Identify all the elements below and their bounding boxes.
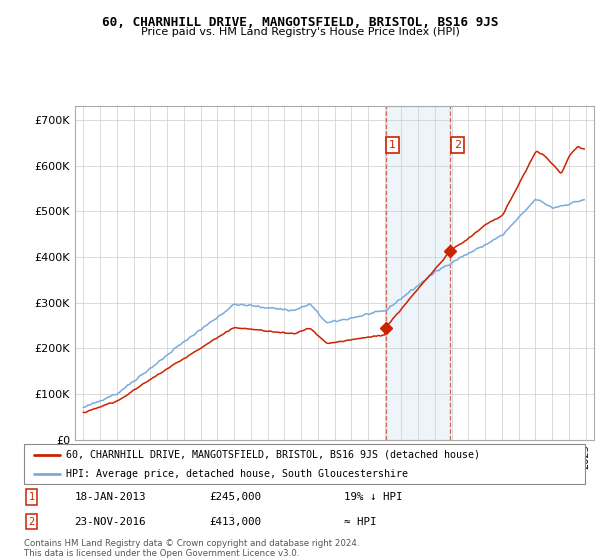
- Text: 1: 1: [28, 492, 35, 502]
- Text: 2: 2: [454, 140, 461, 150]
- FancyBboxPatch shape: [24, 444, 585, 484]
- Text: HPI: Average price, detached house, South Gloucestershire: HPI: Average price, detached house, Sout…: [66, 469, 408, 478]
- Text: ≈ HPI: ≈ HPI: [344, 517, 376, 526]
- Text: 19% ↓ HPI: 19% ↓ HPI: [344, 492, 402, 502]
- Text: 23-NOV-2016: 23-NOV-2016: [74, 517, 146, 526]
- Text: 60, CHARNHILL DRIVE, MANGOTSFIELD, BRISTOL, BS16 9JS: 60, CHARNHILL DRIVE, MANGOTSFIELD, BRIST…: [102, 16, 498, 29]
- Text: 2: 2: [28, 517, 35, 526]
- Bar: [386, 106, 451, 440]
- Text: £245,000: £245,000: [209, 492, 261, 502]
- Text: £413,000: £413,000: [209, 517, 261, 526]
- Text: 18-JAN-2013: 18-JAN-2013: [74, 492, 146, 502]
- Text: 60, CHARNHILL DRIVE, MANGOTSFIELD, BRISTOL, BS16 9JS (detached house): 60, CHARNHILL DRIVE, MANGOTSFIELD, BRIST…: [66, 450, 480, 460]
- Text: 1: 1: [389, 140, 396, 150]
- Text: Contains HM Land Registry data © Crown copyright and database right 2024.
This d: Contains HM Land Registry data © Crown c…: [24, 539, 359, 558]
- Text: Price paid vs. HM Land Registry's House Price Index (HPI): Price paid vs. HM Land Registry's House …: [140, 27, 460, 37]
